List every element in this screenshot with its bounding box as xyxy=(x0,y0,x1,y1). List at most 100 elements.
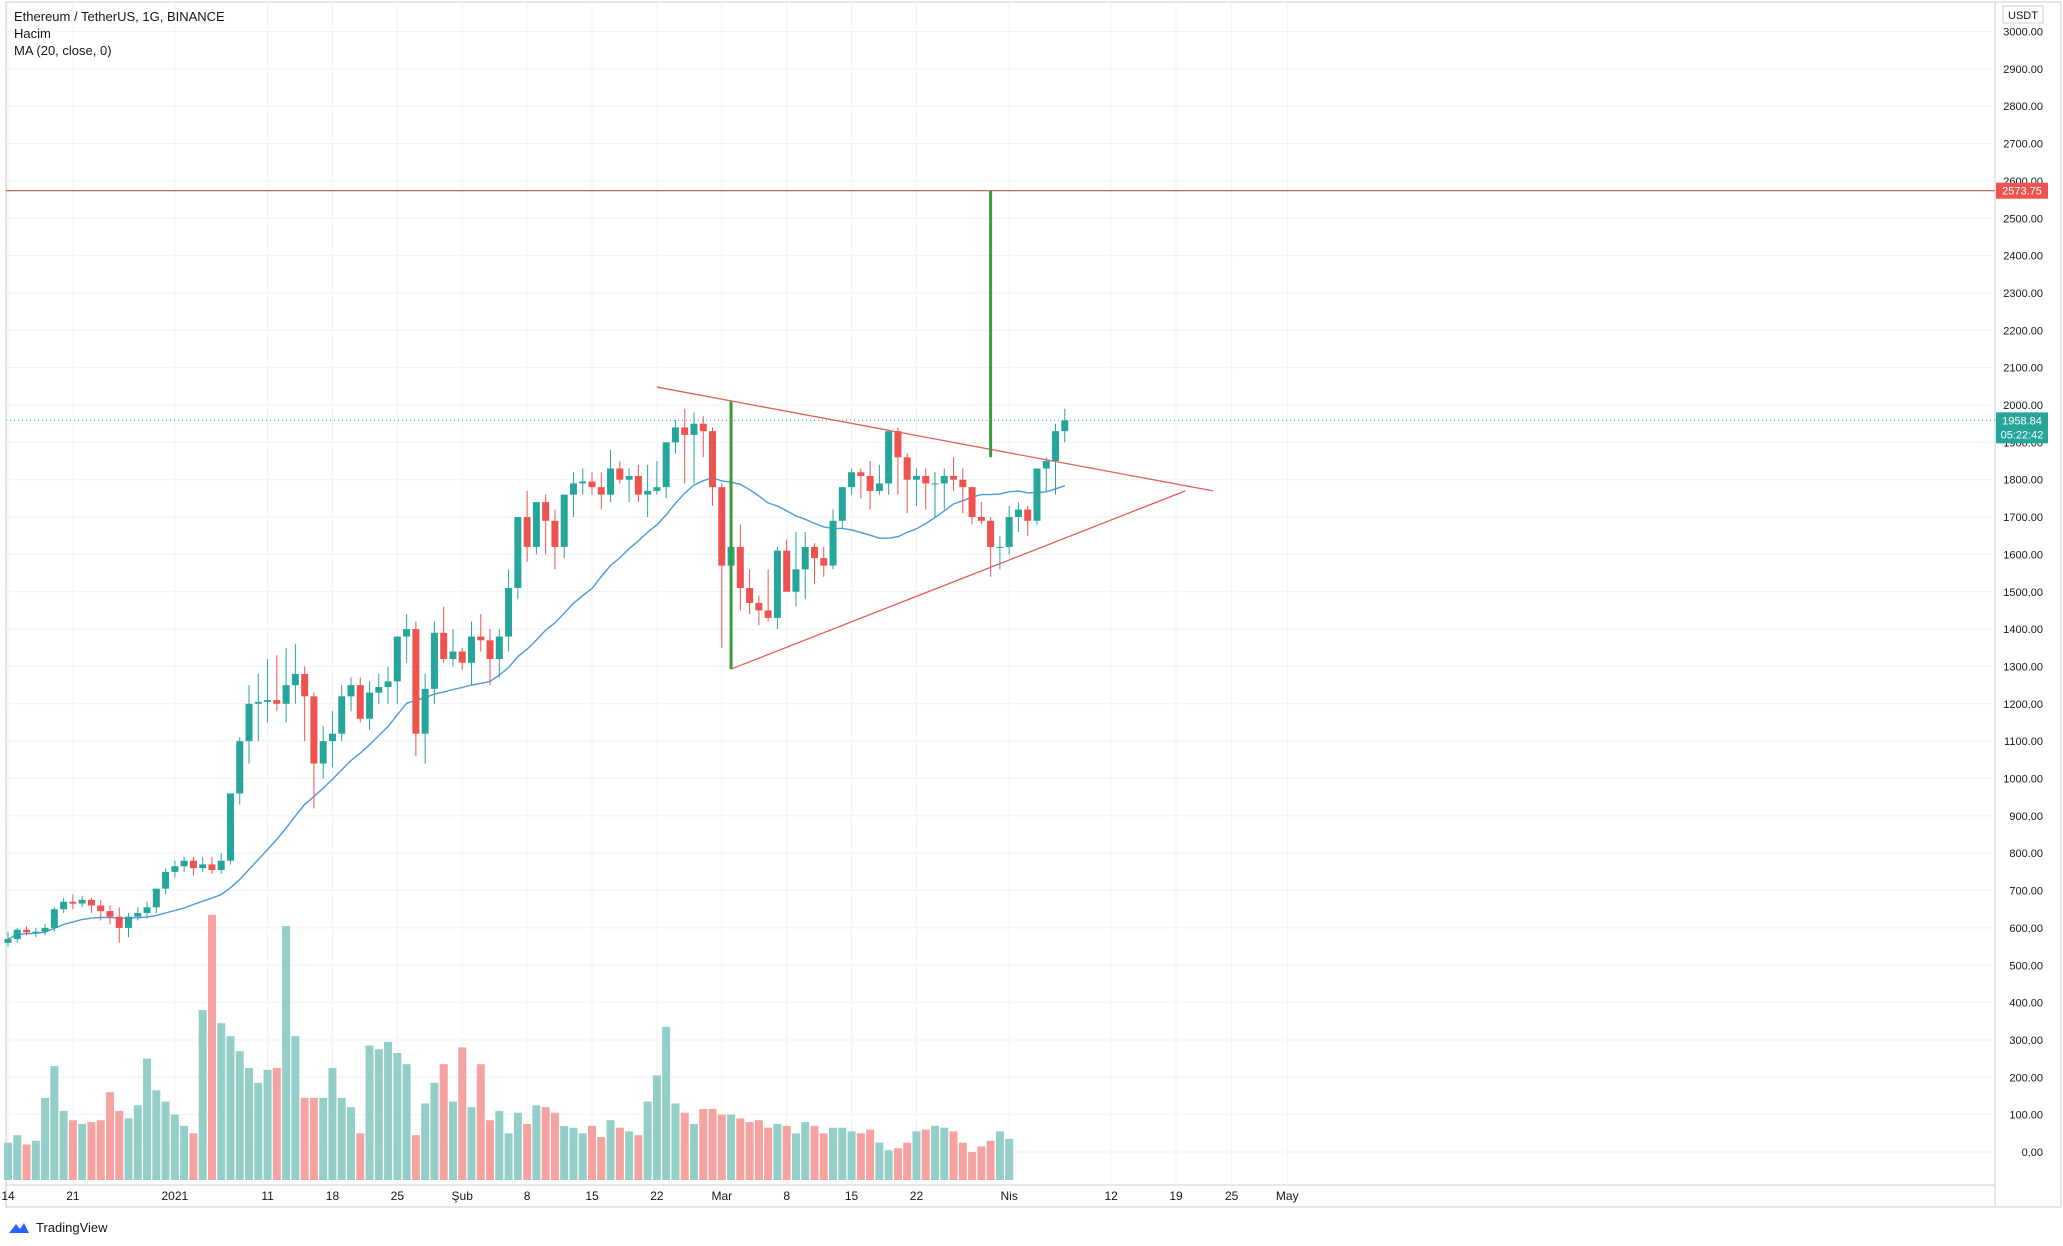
candle-body xyxy=(4,939,12,943)
volume-bar xyxy=(291,1036,300,1180)
volume-bar xyxy=(59,1110,68,1180)
price-tick-label: 1400.00 xyxy=(2003,624,2043,636)
candle-body xyxy=(440,632,448,659)
candle-body xyxy=(264,700,272,702)
candle-body xyxy=(115,916,123,928)
volume-bar xyxy=(272,1067,281,1180)
candle-body xyxy=(208,864,216,871)
price-tick-label: 2200.00 xyxy=(2003,325,2043,337)
volume-bar xyxy=(578,1133,587,1180)
time-tick-label: 12 xyxy=(1104,1189,1118,1203)
tradingview-logo-icon xyxy=(9,1222,29,1233)
volume-bar xyxy=(263,1069,272,1180)
volume-bar xyxy=(486,1120,495,1180)
candle-body xyxy=(328,733,336,742)
volume-indicator-label[interactable]: Hacim xyxy=(14,26,51,41)
candle-body xyxy=(820,558,828,566)
volume-bar xyxy=(838,1127,847,1180)
volume-bar xyxy=(588,1125,597,1180)
volume-bar xyxy=(4,1142,12,1180)
tradingview-brand[interactable]: TradingView xyxy=(8,1220,108,1235)
volume-bar xyxy=(189,1133,198,1180)
price-tick-label: 2500.00 xyxy=(2003,213,2043,225)
candle-body xyxy=(996,546,1004,548)
candle-body xyxy=(931,483,939,485)
candle-body xyxy=(718,487,726,566)
volume-bar xyxy=(448,1101,457,1180)
volume-bar xyxy=(560,1125,569,1180)
volume-bar xyxy=(727,1114,736,1180)
candle-body xyxy=(699,423,707,432)
candle-body xyxy=(653,487,661,491)
candle-body xyxy=(273,700,281,704)
candle-body xyxy=(375,686,383,693)
time-tick-label: Nis xyxy=(1000,1189,1017,1203)
time-tick-label: 19 xyxy=(1169,1189,1183,1203)
volume-bar xyxy=(504,1133,513,1180)
volume-bar xyxy=(235,1051,244,1180)
volume-bar xyxy=(662,1026,671,1180)
symbol-title[interactable]: Ethereum / TetherUS, 1G, BINANCE xyxy=(14,9,225,24)
candle-body xyxy=(857,472,865,476)
candle-body xyxy=(1024,509,1032,521)
candle-body xyxy=(32,931,40,933)
price-tick-label: 2100.00 xyxy=(2003,363,2043,375)
volume-bar xyxy=(180,1125,189,1180)
candle-body xyxy=(959,479,967,488)
candle-body xyxy=(736,546,744,589)
candle-body xyxy=(662,442,670,488)
target-price-badge xyxy=(1996,182,2048,199)
candle-body xyxy=(125,916,133,928)
candle-body xyxy=(829,520,837,566)
candle-body xyxy=(848,472,856,488)
candle-body xyxy=(486,640,494,659)
candle-body xyxy=(199,864,207,869)
volume-bar xyxy=(625,1131,634,1180)
candle-body xyxy=(301,673,309,697)
candle-body xyxy=(189,860,197,869)
candle-body xyxy=(449,651,457,659)
candle-body xyxy=(690,423,698,435)
candle-body xyxy=(87,899,95,906)
candle-body xyxy=(171,866,179,872)
candle-body xyxy=(50,909,58,928)
price-tick-label: 900.00 xyxy=(2009,811,2043,823)
time-axis[interactable]: 14 21 2021 11 18 25 Şub 8 15 22 Mar 8 15 22 Nis 12 19 25 M… xyxy=(1,1189,1298,1203)
volume-bar xyxy=(606,1120,615,1180)
volume-bar xyxy=(50,1066,59,1180)
candle-body xyxy=(625,475,633,480)
volume-bar xyxy=(671,1103,680,1180)
price-axis[interactable]: 3000.002900.002800.002700.002600.002500.… xyxy=(2002,5,2044,1159)
volume-bar xyxy=(254,1082,263,1180)
volume-bar xyxy=(912,1131,921,1180)
candle-body xyxy=(681,427,689,435)
volume-bar xyxy=(207,914,216,1180)
candle-body xyxy=(551,520,559,547)
time-tick-label: Mar xyxy=(711,1189,732,1203)
candle-body xyxy=(236,741,244,794)
volume-bar xyxy=(198,1010,207,1180)
volume-bars xyxy=(4,914,1014,1180)
price-tick-label: 800.00 xyxy=(2009,848,2043,860)
volume-bar xyxy=(791,1133,800,1180)
time-tick-label: 22 xyxy=(910,1189,924,1203)
volume-bar xyxy=(708,1109,717,1180)
volume-bar xyxy=(161,1101,170,1180)
volume-bar xyxy=(13,1135,22,1180)
candle-body xyxy=(393,636,401,682)
candle-body xyxy=(968,487,976,518)
candle-body xyxy=(801,546,809,570)
candle-body xyxy=(319,741,327,764)
volume-bar xyxy=(829,1127,838,1180)
time-tick-label: 25 xyxy=(391,1189,405,1203)
volume-bar xyxy=(643,1101,652,1180)
price-tick-label: 1500.00 xyxy=(2003,587,2043,599)
volume-bar xyxy=(893,1148,902,1180)
current-price-label: 1958.84 xyxy=(2002,415,2042,427)
candle-body xyxy=(885,431,893,484)
ma-indicator-label[interactable]: MA (20, close, 0) xyxy=(14,43,112,58)
volume-bar xyxy=(977,1146,986,1180)
candle-body xyxy=(291,673,299,686)
volume-bar xyxy=(940,1127,949,1180)
